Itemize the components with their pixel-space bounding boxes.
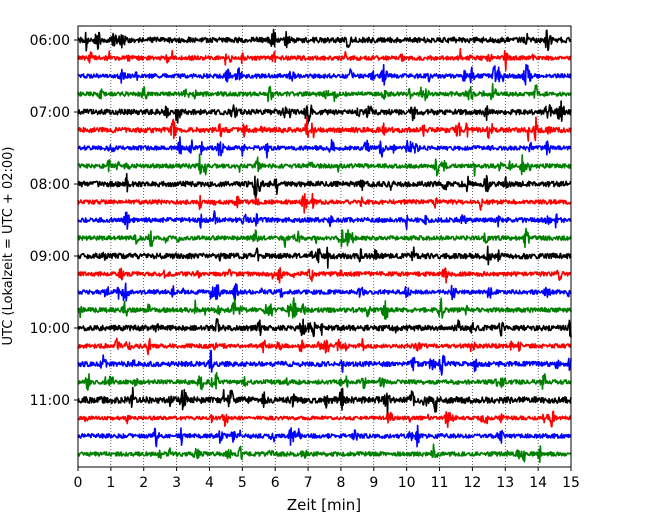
x-tick-label-1: 1 — [106, 475, 115, 491]
y-tick-label-10:00: 10:00 — [30, 321, 70, 337]
trace-0930 — [77, 282, 572, 302]
trace-0615 — [77, 47, 572, 72]
trace-0800 — [77, 172, 572, 200]
trace-group — [77, 28, 572, 463]
trace-0830 — [77, 210, 572, 230]
x-tick-label-6: 6 — [271, 475, 280, 491]
trace-1100 — [77, 386, 572, 418]
trace-0945 — [77, 297, 572, 320]
y-tick-label-11:00: 11:00 — [30, 393, 70, 409]
trace-1015 — [77, 337, 572, 356]
x-tick-label-14: 14 — [529, 475, 547, 491]
x-tick-label-8: 8 — [336, 475, 345, 491]
y-axis-ticks: 06:00 07:00 08:00 09:00 10:00 11:00 — [30, 33, 78, 409]
x-tick-label-7: 7 — [304, 475, 313, 491]
trace-0900 — [77, 245, 572, 269]
trace-0845 — [77, 227, 572, 249]
x-tick-label-11: 11 — [431, 475, 449, 491]
trace-0815 — [77, 192, 572, 214]
y-tick-label-07:00: 07:00 — [30, 105, 70, 121]
trace-1115 — [77, 410, 572, 429]
trace-0730 — [77, 136, 572, 159]
x-tick-label-3: 3 — [172, 475, 181, 491]
x-tick-label-0: 0 — [74, 475, 83, 491]
y-axis-label: UTC (Lokalzeit = UTC + 02:00) — [1, 147, 16, 346]
x-tick-label-9: 9 — [369, 475, 378, 491]
trace-0715 — [77, 116, 572, 142]
trace-0600 — [77, 28, 572, 52]
trace-1130 — [77, 424, 572, 448]
x-tick-label-12: 12 — [463, 475, 481, 491]
trace-1030 — [77, 349, 572, 376]
x-tick-label-5: 5 — [238, 475, 247, 491]
x-tick-label-13: 13 — [496, 475, 514, 491]
trace-0915 — [77, 267, 572, 284]
trace-0745 — [77, 153, 572, 177]
x-axis-ticks: 0 1 2 3 4 5 6 7 8 9 10 11 12 13 14 15 — [74, 467, 580, 491]
trace-0630 — [77, 63, 572, 86]
trace-1045 — [77, 371, 572, 391]
x-tick-label-10: 10 — [398, 475, 416, 491]
x-tick-label-2: 2 — [139, 475, 148, 491]
trace-1145 — [77, 443, 572, 463]
trace-0700 — [77, 100, 572, 125]
trace-0645 — [77, 83, 572, 103]
y-tick-label-08:00: 08:00 — [30, 177, 70, 193]
y-tick-label-09:00: 09:00 — [30, 249, 70, 265]
plot-frame — [77, 25, 572, 468]
x-tick-label-4: 4 — [205, 475, 214, 491]
y-tick-label-06:00: 06:00 — [30, 33, 70, 49]
trace-1000 — [77, 318, 572, 338]
x-tick-label-15: 15 — [562, 475, 580, 491]
x-axis-label: Zeit [min] — [287, 496, 361, 514]
